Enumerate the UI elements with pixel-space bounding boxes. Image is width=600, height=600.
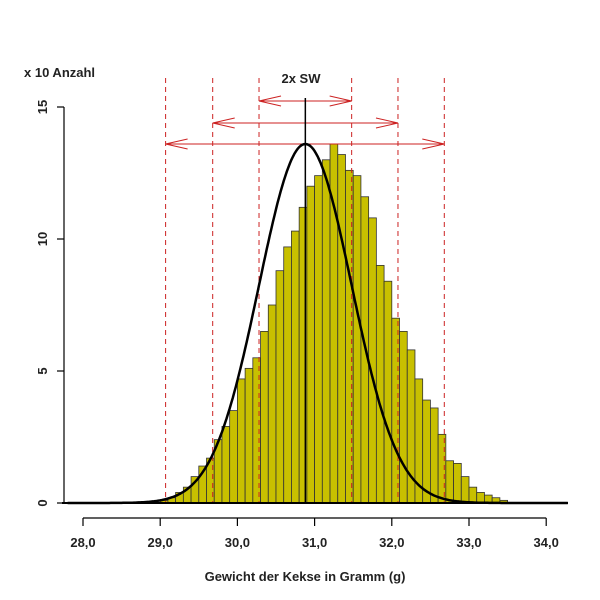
annotation-2x-sw: 2x SW [281,71,321,86]
histogram-bar [275,270,285,504]
histogram-bar [291,230,300,504]
histogram-bar [375,264,385,504]
x-tick-label: 32,0 [379,535,404,550]
histogram-bar [368,217,377,504]
y-tick-label: 10 [35,232,50,246]
x-tick-label: 34,0 [534,535,559,550]
histogram-bar [383,280,393,504]
histogram-bar [314,175,323,504]
histogram-bar [306,185,316,504]
histogram-bar [399,330,408,504]
y-axis-title: x 10 Anzahl [24,65,95,80]
x-axis: 28,0 29,0 30,0 31,0 32,0 33,0 34,0 [70,517,559,550]
histogram-bar [468,486,478,504]
y-tick-label: 15 [35,100,50,114]
histogram-bar [429,407,439,504]
histogram-bars [159,143,509,504]
histogram-bar [221,426,231,504]
histogram-bar [236,378,246,504]
histogram-bar [422,399,431,504]
sd-lines [165,78,445,503]
x-tick-label: 30,0 [225,535,250,550]
histogram-bar [229,410,238,504]
y-tick-label: 5 [35,367,50,374]
histogram-bar [283,246,292,504]
x-tick-label: 33,0 [456,535,481,550]
histogram-bar [321,159,331,504]
histogram-bar [476,492,485,504]
histogram-bar [460,476,470,504]
histogram-bar [352,175,362,504]
x-tick-label: 29,0 [148,535,173,550]
histogram-bar [345,169,354,504]
x-axis-title: Gewicht der Kekse in Gramm (g) [205,569,406,584]
histogram-bar [445,460,454,504]
y-axis: 0 5 10 15 [35,100,65,507]
histogram-bar [260,330,269,504]
histogram-bar [453,462,462,504]
x-tick-label: 28,0 [70,535,95,550]
x-tick-label: 31,0 [302,535,327,550]
histogram-bar [244,367,254,504]
y-tick-label: 0 [35,499,50,506]
histogram-bar [267,304,277,504]
histogram-bar [337,154,346,504]
